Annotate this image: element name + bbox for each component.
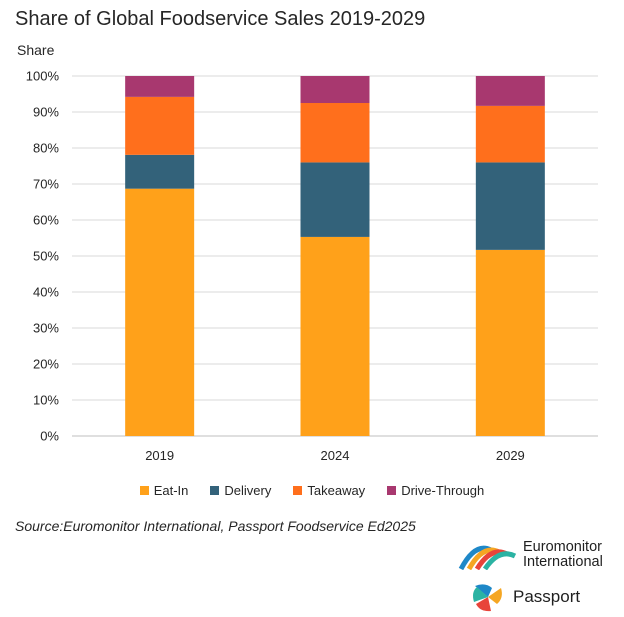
legend-swatch <box>387 486 397 495</box>
legend-label: Takeaway <box>307 483 366 498</box>
legend-item: Drive-Through <box>387 483 484 498</box>
bar-segment-eat-in <box>300 236 370 436</box>
passport-name: Passport <box>513 587 581 606</box>
bar-segment-delivery <box>125 154 195 189</box>
bar-segment-takeaway <box>125 96 195 155</box>
y-tick-label: 80% <box>33 141 59 156</box>
y-tick-label: 40% <box>33 285 59 300</box>
y-tick-label: 70% <box>33 177 59 192</box>
legend-label: Eat-In <box>153 483 189 498</box>
bar-segment-eat-in <box>475 249 545 436</box>
legend-swatch <box>210 486 220 495</box>
y-tick-label: 60% <box>33 213 59 228</box>
legend-swatch <box>139 486 149 495</box>
legend-item: Eat-In <box>139 483 189 498</box>
legend-item: Takeaway <box>293 483 365 498</box>
y-tick-labels: 0% 10% 20% 30% 40% 50% 60% 70% 80% 90% 100% <box>26 69 60 444</box>
y-tick-label: 10% <box>33 393 59 408</box>
bar-segment-drive-through <box>125 76 195 97</box>
bar-segment-takeaway <box>300 103 370 163</box>
x-tick-label: 2024 <box>321 448 350 463</box>
bar-segment-drive-through <box>300 76 370 103</box>
chart-title: Share of Global Foodservice Sales 2019-2… <box>15 8 426 30</box>
x-tick-label: 2029 <box>496 448 525 463</box>
stacked-bar-chart: 0%10%20%30%40%50%60%70%80%90%100% 2019 20… <box>26 69 598 463</box>
x-tick-label: 2019 <box>145 448 174 463</box>
euromonitor-logo: Euromonitor International <box>457 540 603 570</box>
euromonitor-arcs-icon <box>458 545 517 570</box>
euromonitor-name: Euromonitor <box>523 539 602 555</box>
y-tick-label: 90% <box>33 105 59 120</box>
passport-logo: Passport <box>471 582 580 612</box>
y-tick-label: 50% <box>33 249 59 264</box>
bar-segment-drive-through <box>475 76 545 106</box>
y-tick-label: 20% <box>33 357 59 372</box>
y-tick-label: 30% <box>33 321 59 336</box>
x-tick-labels: 2019 2024 2029 <box>145 448 525 463</box>
bar-segment-takeaway <box>475 105 545 163</box>
y-axis-label: Share <box>17 42 55 58</box>
bar-segment-delivery <box>300 162 370 237</box>
bar-segment-delivery <box>475 162 545 250</box>
legend-item: Delivery <box>210 483 271 498</box>
y-tick-label: 100% <box>26 69 60 84</box>
legend: Eat-In Delivery Takeaway Drive-Through <box>0 483 624 498</box>
euromonitor-sub: International <box>523 554 603 570</box>
legend-swatch <box>293 486 303 495</box>
y-tick-label: 0% <box>40 429 59 444</box>
legend-label: Drive-Through <box>401 483 485 498</box>
legend-label: Delivery <box>224 483 272 498</box>
source-note: Source:Euromonitor International, Passpo… <box>15 518 416 534</box>
passport-pinwheel-icon <box>473 584 502 612</box>
bar-segment-eat-in <box>125 188 195 436</box>
bars <box>125 76 545 436</box>
